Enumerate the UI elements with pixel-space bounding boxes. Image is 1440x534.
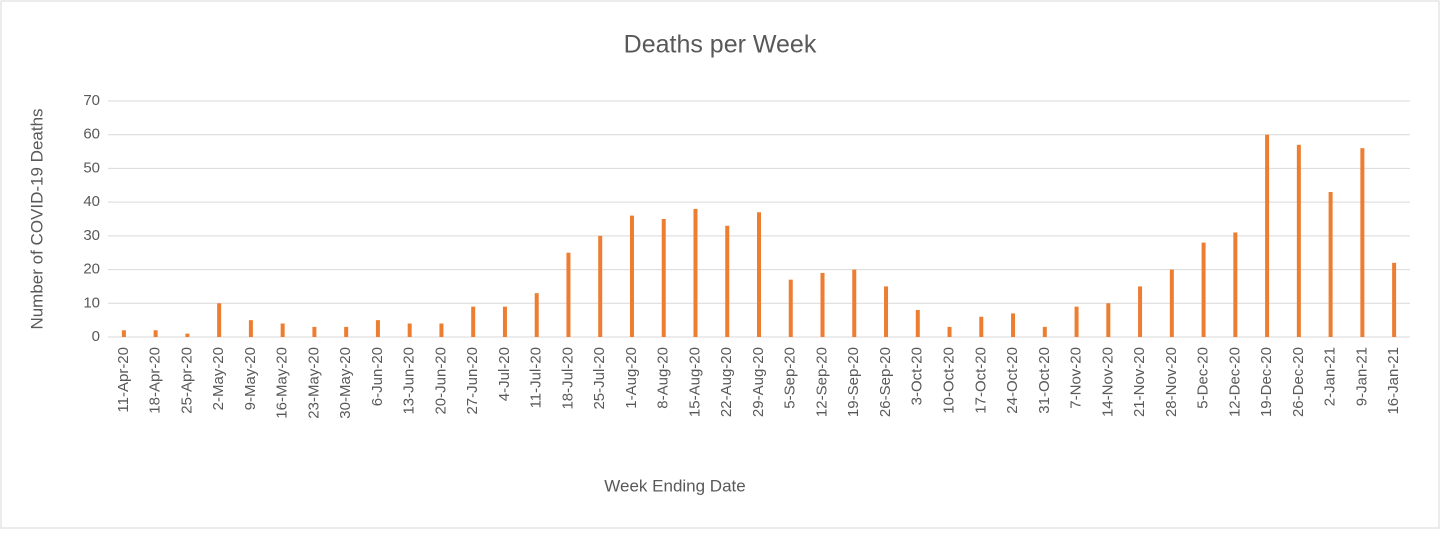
bar xyxy=(884,286,889,337)
bar xyxy=(1265,134,1270,337)
bar xyxy=(502,306,507,337)
x-tick-label: 25-Apr-20 xyxy=(178,347,195,414)
bar xyxy=(375,320,380,337)
x-tick-label: 2-Jan-21 xyxy=(1322,347,1339,406)
bar xyxy=(1042,326,1047,337)
x-tick-label: 9-May-20 xyxy=(242,347,259,410)
bar xyxy=(757,212,761,337)
x-tick-label: 24-Oct-20 xyxy=(1004,347,1021,414)
bar xyxy=(471,306,476,337)
y-tick-label: 20 xyxy=(83,261,100,278)
bar xyxy=(852,269,857,337)
y-tick-label: 30 xyxy=(83,227,100,244)
x-tick-label: 30-May-20 xyxy=(337,347,354,419)
x-tick-label: 4-Jul-20 xyxy=(496,347,513,401)
bar xyxy=(1360,148,1365,337)
bar xyxy=(1201,242,1206,337)
y-axis-label: Number of COVID-19 Deaths xyxy=(27,108,46,329)
x-tick-label: 12-Dec-20 xyxy=(1226,347,1243,417)
bar xyxy=(1106,303,1111,337)
bar xyxy=(1233,232,1238,337)
bar xyxy=(693,208,698,337)
bar xyxy=(1296,144,1301,337)
x-tick-label: 2-May-20 xyxy=(210,347,227,410)
y-tick-label: 70 xyxy=(83,92,100,109)
x-tick-label: 8-Aug-20 xyxy=(655,347,672,409)
x-tick-label: 17-Oct-20 xyxy=(972,347,989,414)
bar xyxy=(217,303,222,337)
x-tick-label: 10-Oct-20 xyxy=(941,347,958,414)
x-tick-label: 16-Jan-21 xyxy=(1385,347,1402,415)
bar xyxy=(534,293,539,337)
x-tick-label: 23-May-20 xyxy=(305,347,322,419)
x-tick-label: 7-Nov-20 xyxy=(1068,347,1085,409)
bar xyxy=(1392,262,1397,337)
bar xyxy=(915,310,920,337)
bar xyxy=(185,333,190,337)
bar xyxy=(1169,269,1174,337)
bar xyxy=(344,326,349,337)
bar xyxy=(439,323,444,337)
x-tick-label: 18-Apr-20 xyxy=(147,347,164,414)
bar xyxy=(788,279,793,337)
bar xyxy=(1011,313,1016,337)
bar xyxy=(979,316,984,337)
bar xyxy=(121,330,126,337)
x-tick-label: 1-Aug-20 xyxy=(623,347,640,409)
x-tick-label: 29-Aug-20 xyxy=(750,347,767,417)
x-tick-label: 22-Aug-20 xyxy=(718,347,735,417)
x-tick-label: 11-Apr-20 xyxy=(115,347,132,413)
x-axis-label: Week Ending Date xyxy=(604,476,745,495)
y-tick-label: 50 xyxy=(83,159,100,176)
x-tick-label: 13-Jun-20 xyxy=(401,347,418,415)
chart-title: Deaths per Week xyxy=(624,31,817,59)
y-tick-label: 60 xyxy=(83,126,100,143)
x-tick-label: 14-Nov-20 xyxy=(1099,347,1116,417)
bar xyxy=(280,323,285,337)
x-tick-label: 19-Sep-20 xyxy=(845,347,862,417)
x-tick-label: 19-Dec-20 xyxy=(1258,347,1275,417)
y-tick-label: 40 xyxy=(83,193,100,210)
bar xyxy=(1074,306,1079,337)
bar xyxy=(153,330,158,337)
x-tick-label: 28-Nov-20 xyxy=(1163,347,1180,417)
x-tick-label: 26-Dec-20 xyxy=(1290,347,1307,417)
x-tick-label: 12-Sep-20 xyxy=(813,347,830,417)
bar xyxy=(407,323,412,337)
x-tick-label: 5-Dec-20 xyxy=(1195,347,1212,409)
x-tick-label: 18-Jul-20 xyxy=(559,347,576,410)
x-tick-label: 5-Sep-20 xyxy=(782,347,799,409)
bar xyxy=(629,215,634,337)
bar xyxy=(820,272,825,337)
bar xyxy=(312,326,317,337)
x-tick-label: 20-Jun-20 xyxy=(432,347,449,415)
x-tick-label: 21-Nov-20 xyxy=(1131,347,1148,417)
x-tick-label: 16-May-20 xyxy=(274,347,291,419)
x-tick-label: 9-Jan-21 xyxy=(1353,347,1370,406)
x-tick-label: 3-Oct-20 xyxy=(909,347,926,405)
x-tick-label: 11-Jul-20 xyxy=(528,347,545,408)
bar xyxy=(248,320,253,337)
x-tick-label: 27-Jun-20 xyxy=(464,347,481,415)
y-tick-label: 10 xyxy=(83,294,100,311)
x-tick-label: 6-Jun-20 xyxy=(369,347,386,406)
bar xyxy=(947,326,952,337)
x-tick-label: 31-Oct-20 xyxy=(1036,347,1053,414)
y-tick-label: 0 xyxy=(92,328,100,345)
x-tick-label: 15-Aug-20 xyxy=(686,347,703,417)
bar xyxy=(725,225,730,337)
bar xyxy=(598,235,603,337)
x-tick-label: 25-Jul-20 xyxy=(591,347,608,410)
bar xyxy=(661,219,666,337)
bar xyxy=(1328,192,1333,337)
x-tick-label: 26-Sep-20 xyxy=(877,347,894,417)
bar xyxy=(566,252,571,337)
bar xyxy=(1138,286,1143,337)
